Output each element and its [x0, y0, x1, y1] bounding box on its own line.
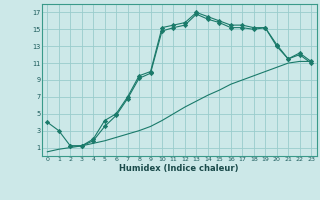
X-axis label: Humidex (Indice chaleur): Humidex (Indice chaleur) — [119, 164, 239, 172]
